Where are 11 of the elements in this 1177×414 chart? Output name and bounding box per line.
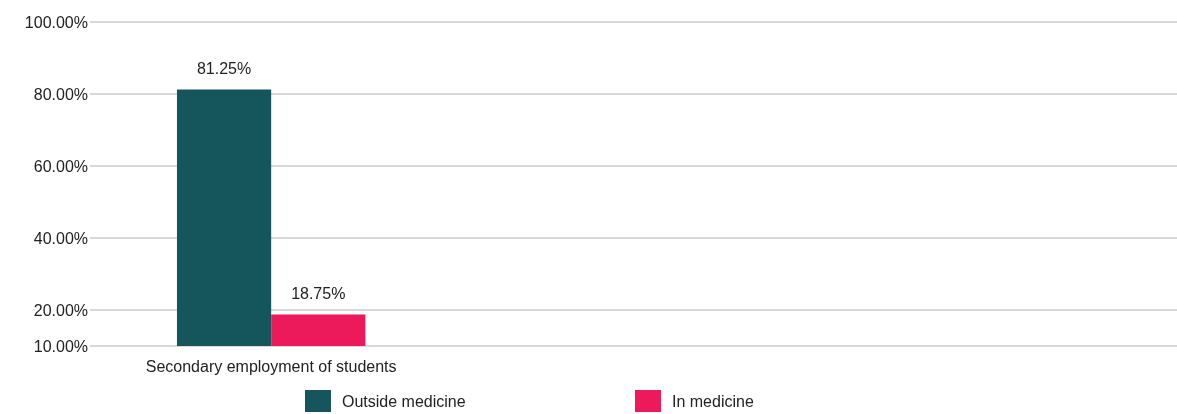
data-label: 18.75% bbox=[291, 284, 346, 302]
legend-label: In medicine bbox=[672, 393, 754, 410]
y-tick-label: 20.00% bbox=[33, 301, 88, 319]
data-label: 81.25% bbox=[196, 59, 252, 77]
x-tick-label: Secondary employment of students bbox=[145, 358, 397, 375]
y-tick-label: 80.00% bbox=[33, 85, 88, 103]
y-tick-label: 40.00% bbox=[33, 229, 88, 247]
y-tick-label: 10.00% bbox=[33, 337, 88, 355]
y-tick-label: 100.00% bbox=[24, 13, 88, 31]
y-tick-label: 60.00% bbox=[33, 157, 88, 175]
legend-label: Outside medicine bbox=[342, 393, 466, 410]
